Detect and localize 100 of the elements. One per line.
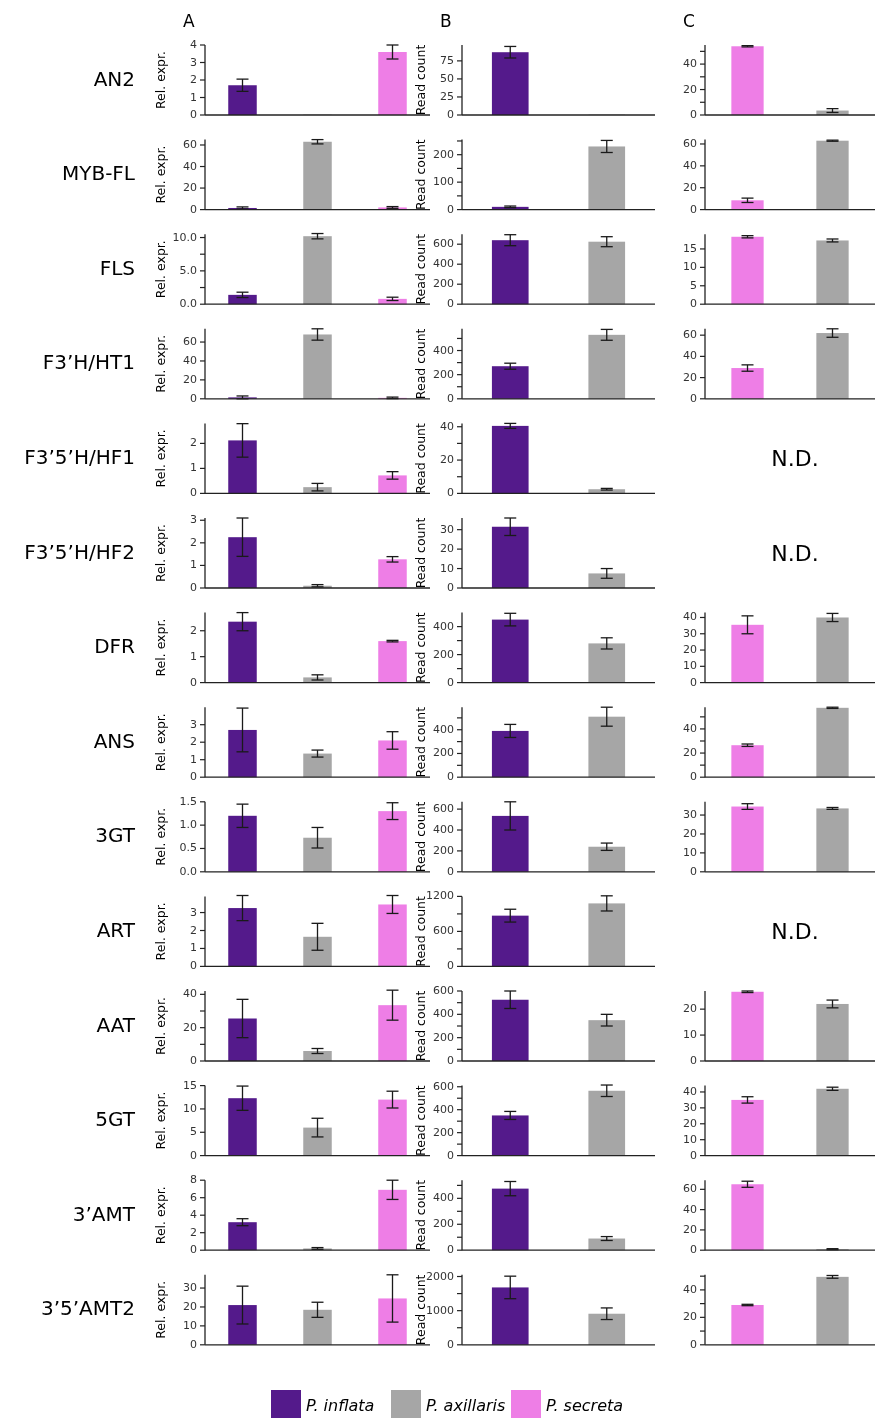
y-axis-title: Rel. expr. (153, 807, 168, 866)
y-tick-label: 2 (190, 923, 197, 937)
y-axis-title: Read count (413, 1085, 428, 1156)
y-tick-label: 0.0 (179, 297, 197, 311)
y-axis-title: Rel. expr. (153, 334, 168, 393)
y-axis-title: Rel. expr. (153, 240, 168, 299)
y-tick-label: 600 (433, 924, 454, 938)
y-tick-label: 600 (433, 984, 454, 997)
y-tick-label: 40 (183, 353, 197, 367)
y-tick-label: 0 (447, 581, 454, 594)
legend-label: P. inflata (306, 1396, 375, 1415)
y-tick-label: 15 (683, 241, 697, 255)
y-tick-label: 1 (190, 941, 197, 955)
y-tick-label: 0 (190, 581, 197, 594)
y-axis-title: Read count (413, 1179, 428, 1251)
text: AN2 (93, 66, 135, 91)
y-tick-label: 20 (183, 1020, 197, 1034)
y-tick-label: 0 (447, 297, 454, 311)
y-axis-title: Read count (413, 612, 428, 683)
y-tick-label: 40 (683, 349, 697, 363)
y-axis-title: Rel. expr. (153, 902, 168, 961)
text: FLS (99, 255, 135, 280)
y-tick-label: 200 (433, 843, 454, 857)
y-tick-label: 0 (190, 770, 197, 784)
y-tick-label: 20 (683, 1310, 697, 1324)
y-tick-label: 25 (440, 89, 454, 103)
y-tick-label: 0 (190, 1054, 197, 1067)
text: N.D. (771, 446, 819, 472)
y-tick-label: 0 (690, 675, 697, 689)
y-tick-label: 10 (683, 1028, 697, 1042)
y-tick-label: 30 (183, 1281, 197, 1295)
y-tick-label: 400 (433, 823, 454, 837)
y-axis-title: Read count (413, 990, 428, 1062)
y-tick-label: 3 (190, 717, 197, 731)
chart-subtitle: C (683, 11, 695, 31)
text: ANS (93, 728, 135, 753)
y-tick-label: 5.0 (179, 263, 197, 277)
text: N.D. (771, 541, 819, 566)
y-tick-label: 50 (440, 71, 454, 85)
y-tick-label: 400 (433, 619, 454, 633)
y-tick-label: 10 (683, 845, 697, 859)
y-tick-label: 200 (433, 1125, 454, 1139)
y-tick-label: 40 (683, 721, 697, 735)
y-tick-label: 60 (683, 1182, 697, 1196)
y-tick-label: 0 (690, 1337, 697, 1351)
y-tick-label: 400 (433, 722, 454, 736)
text: 3’AMT (72, 1201, 136, 1226)
y-tick-label: 0 (190, 486, 197, 500)
y-tick-label: 0 (690, 770, 697, 784)
y-tick-label: 4 (190, 38, 197, 51)
y-tick-label: 0 (447, 202, 454, 216)
y-tick-label: 10 (440, 561, 454, 575)
y-axis-title: Read count (413, 328, 428, 400)
y-tick-label: 200 (433, 1030, 454, 1044)
y-tick-label: 20 (683, 643, 697, 657)
y-tick-label: 0 (690, 1243, 697, 1257)
y-tick-label: 200 (433, 367, 454, 381)
y-tick-label: 0 (447, 770, 454, 784)
text: AAT (96, 1012, 136, 1037)
y-tick-label: 0 (447, 391, 454, 405)
y-tick-label: 20 (440, 542, 454, 556)
y-tick-label: 20 (683, 1222, 697, 1236)
y-tick-label: 200 (433, 647, 454, 661)
y-tick-label: 20 (183, 1299, 197, 1313)
text: 3’5’AMT2 (40, 1296, 135, 1321)
y-tick-label: 60 (683, 136, 697, 150)
y-tick-label: 100 (433, 175, 454, 189)
y-axis-title: Rel. expr. (153, 618, 168, 677)
y-tick-label: 1 (190, 558, 197, 572)
y-axis-title: Read count (413, 895, 428, 967)
y-axis-title: Rel. expr. (153, 145, 168, 204)
y-tick-label: 40 (183, 987, 197, 1001)
y-tick-label: 5 (190, 1125, 197, 1139)
y-tick-label: 4 (190, 1208, 197, 1222)
y-tick-label: 1000 (426, 1303, 454, 1317)
text: 3GT (95, 823, 136, 848)
y-tick-label: 0.0 (179, 864, 197, 878)
y-tick-label: 0 (190, 675, 197, 689)
y-tick-label: 30 (683, 808, 697, 822)
y-tick-label: 1 (190, 90, 197, 104)
y-tick-label: 1 (190, 752, 197, 766)
y-tick-label: 200 (433, 1217, 454, 1231)
y-tick-label: 1200 (426, 889, 454, 903)
legend-label: P. secreta (546, 1396, 624, 1415)
y-axis-title: Read count (413, 422, 428, 494)
y-tick-label: 400 (433, 1191, 454, 1205)
y-tick-label: 0 (690, 1148, 697, 1162)
y-tick-label: 0 (190, 1243, 197, 1257)
y-axis-title: Rel. expr. (153, 50, 168, 110)
chart-subtitle: B (440, 11, 452, 31)
y-tick-label: 0 (447, 675, 454, 689)
y-tick-label: 0 (690, 864, 697, 878)
y-tick-label: 2 (190, 535, 197, 549)
text: MYB-FL (61, 161, 136, 186)
y-tick-label: 10 (183, 1101, 197, 1115)
y-tick-label: 0 (447, 959, 454, 973)
y-tick-label: 40 (440, 419, 454, 433)
y-tick-label: 20 (183, 372, 197, 386)
y-tick-label: 0 (447, 108, 454, 121)
text: F3’H/HT1 (42, 350, 135, 375)
